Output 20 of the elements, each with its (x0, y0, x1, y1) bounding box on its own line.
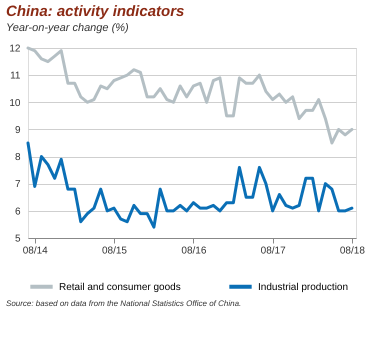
source-note: Source: based on data from the National Statistics Office of China. (6, 299, 242, 308)
chart-title: China: activity indicators (6, 3, 184, 20)
x-tick-label: 08/17 (260, 246, 286, 256)
x-tick-label: 08/18 (340, 246, 366, 256)
x-tick-label: 08/16 (181, 246, 207, 256)
x-tick-label: 08/14 (22, 246, 48, 256)
y-tick-label: 11 (10, 70, 21, 82)
x-tick-label: 08/15 (102, 246, 128, 256)
y-tick-label: 10 (9, 98, 21, 109)
y-tick-label: 12 (9, 44, 21, 54)
legend-label: Retail and consumer goods (59, 282, 181, 293)
y-tick-label: 8 (14, 152, 21, 164)
chart-subtitle: Year-on-year change (%) (6, 22, 130, 34)
y-tick-label: 7 (14, 179, 21, 190)
line-series (26, 46, 354, 144)
legend-label: Industrial production (258, 282, 348, 293)
y-tick-label: 6 (14, 206, 21, 218)
y-tick-label: 9 (14, 124, 21, 136)
y-tick-label: 5 (14, 234, 21, 244)
line-series (26, 142, 354, 229)
